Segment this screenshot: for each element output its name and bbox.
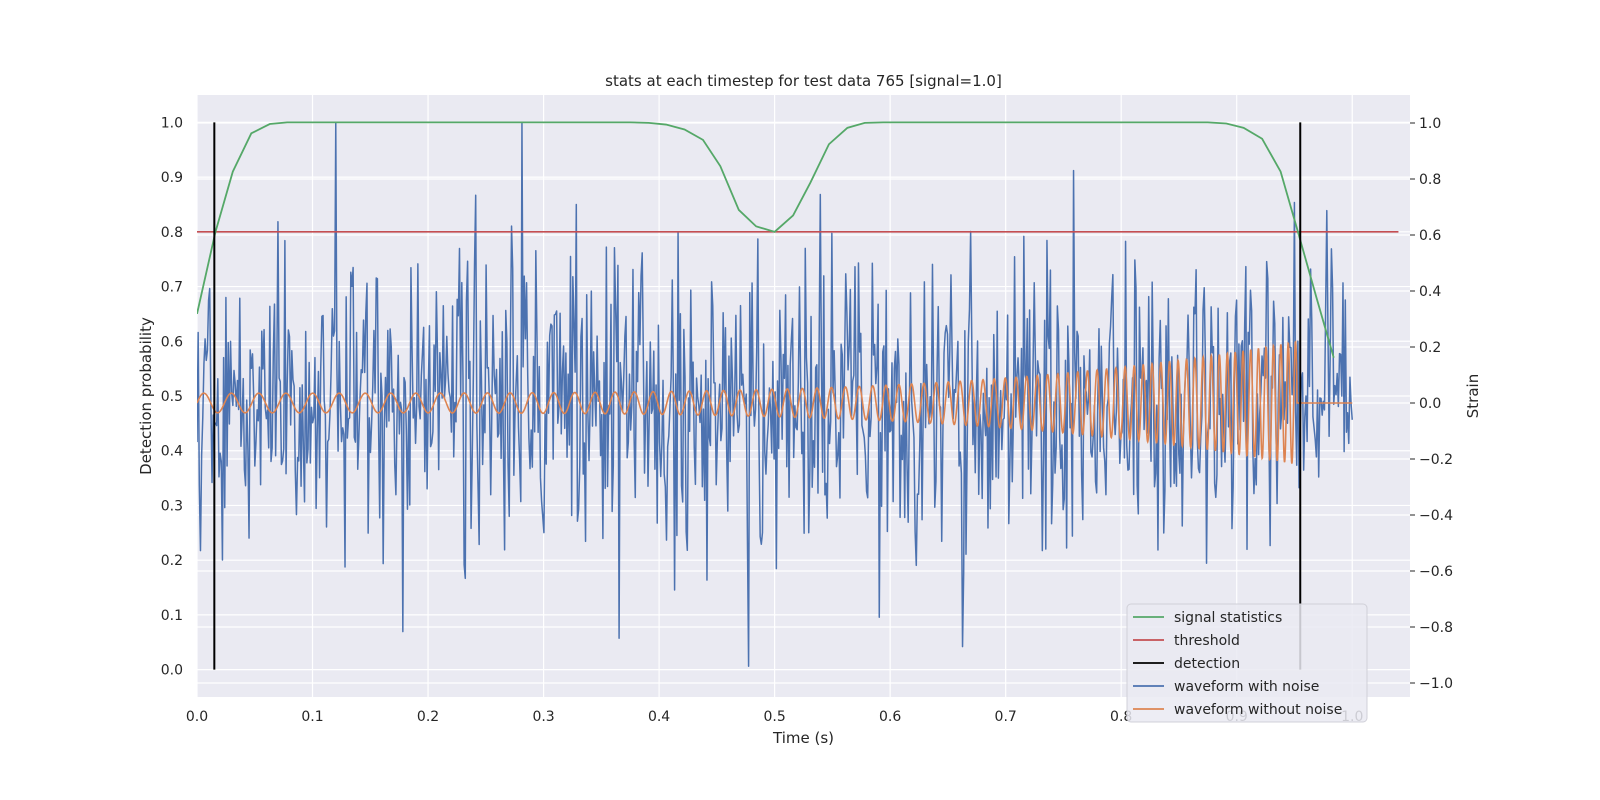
- series-signal-statistics: [197, 121, 1335, 358]
- y-left-tick-label: 0.1: [161, 608, 183, 624]
- y-left-tick-label: 0.7: [161, 280, 183, 296]
- y-right-tick-label: 0.8: [1419, 172, 1441, 188]
- y-left-ticks: 0.0 0.1 0.2 0.3 0.4 0.5 0.6 0.7 0.8 0.9 1.0: [161, 115, 183, 678]
- y-right-tick-label: −0.8: [1419, 620, 1453, 636]
- x-axis-label: Time (s): [772, 729, 834, 747]
- x-tick-label: 0.4: [648, 709, 670, 725]
- legend-entry: threshold: [1174, 633, 1240, 649]
- x-tick-label: 0.2: [417, 709, 439, 725]
- x-tick-label: 0.5: [763, 709, 785, 725]
- y-right-ticks: −1.0 −0.8 −0.6 −0.4 −0.2 0.0 0.2 0.4 0.6 0.8 1.0: [1410, 116, 1453, 692]
- y-right-tick-label: −0.4: [1419, 508, 1453, 524]
- y-right-tick-label: 0.0: [1419, 396, 1441, 412]
- y-right-tick-label: 0.2: [1419, 340, 1441, 356]
- y-left-tick-label: 0.3: [161, 498, 183, 514]
- y-axis-label-right: Strain: [1464, 374, 1482, 418]
- legend-box: [1126, 603, 1368, 723]
- x-tick-label: 0.6: [879, 709, 901, 725]
- y-left-tick-label: 0.0: [161, 663, 183, 679]
- x-tick-label: 0.3: [532, 709, 554, 725]
- legend-entry: detection: [1174, 656, 1240, 672]
- y-left-tick-label: 0.2: [161, 553, 183, 569]
- y-axis-label-left: Detection probability: [137, 317, 155, 475]
- series-waveform-without-noise: [197, 340, 1353, 464]
- legend-entry: waveform without noise: [1174, 702, 1342, 718]
- y-right-tick-label: 1.0: [1419, 116, 1441, 132]
- x-tick-label: 0.1: [301, 709, 323, 725]
- series-waveform-with-noise: [197, 122, 1353, 667]
- legend-entry: waveform with noise: [1174, 679, 1319, 695]
- legend: signal statistics threshold detection wavef…: [1126, 603, 1368, 723]
- y-left-tick-label: 1.0: [161, 115, 183, 131]
- y-left-tick-label: 0.8: [161, 225, 183, 241]
- y-left-tick-label: 0.4: [161, 444, 183, 460]
- y-right-tick-label: −1.0: [1419, 676, 1453, 692]
- chart-title: stats at each timestep for test data 765…: [605, 72, 1002, 90]
- legend-entry: signal statistics: [1174, 610, 1282, 626]
- y-right-tick-label: 0.6: [1419, 228, 1441, 244]
- y-left-tick-label: 0.9: [161, 170, 183, 186]
- marks: [197, 121, 1399, 670]
- y-right-tick-label: 0.4: [1419, 284, 1441, 300]
- y-left-tick-label: 0.5: [161, 389, 183, 405]
- x-tick-label: 0.0: [186, 709, 208, 725]
- y-left-tick-label: 0.6: [161, 334, 183, 350]
- y-right-tick-label: −0.6: [1419, 564, 1453, 580]
- x-tick-label: 0.7: [995, 709, 1017, 725]
- y-right-tick-label: −0.2: [1419, 452, 1453, 468]
